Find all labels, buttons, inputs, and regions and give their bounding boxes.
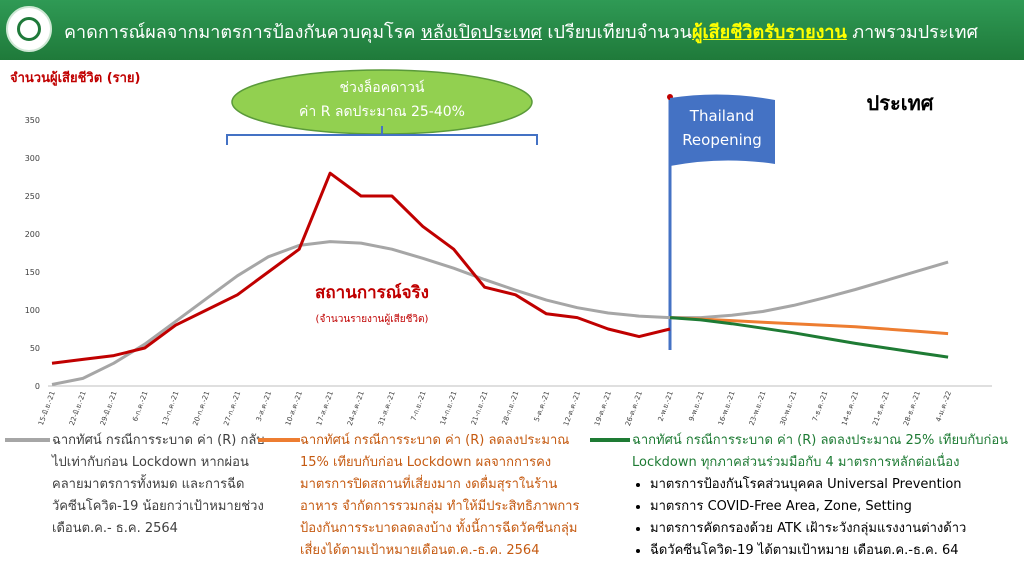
chart: จำนวนผู้เสียชีวิต (ราย) ประเทศ ช่วงล็อคด… [10,69,992,427]
legend-text: ฉากทัศน์ กรณีการระบาด ค่า (R) ลดลงประมาณ… [300,433,580,558]
flag-text: Thailand [689,107,754,125]
x-tick-label: 15-มิ.ย.-21 [37,390,57,427]
bullet: มาตรการ COVID-Free Area, Zone, Setting [650,496,1017,518]
actual-note: (จำนวนรายงานผู้เสียชีวิต) [316,313,429,325]
x-tick-label: 28-ก.ย.-21 [501,390,521,426]
y-tick-label: 0 [35,382,40,391]
title-part: หลังเปิดประเทศ [420,22,542,43]
x-tick-label: 27-ก.ค.-21 [222,390,242,427]
y-tick-label: 300 [25,154,40,163]
x-tick-label: 28-ธ.ค.-21 [902,390,922,427]
actual-label: สถานการณ์จริง [315,282,429,303]
x-tick-label: 10-ส.ค.-21 [284,390,304,427]
reopening-flag [670,94,775,166]
flag-text: Reopening [682,131,762,149]
x-tick-label: 6-ก.ค.-21 [131,390,149,423]
y-axis-label: จำนวนผู้เสียชีวิต (ราย) [10,70,140,86]
x-tick-label: 30-พ.ย.-21 [779,390,799,427]
legend-text: ฉากทัศน์ กรณีการระบาด ค่า (R) ลดลงประมาณ… [632,433,1009,470]
x-tick-label: 7-ก.ย.-21 [409,390,427,422]
x-tick-label: 14-ธ.ค.-21 [840,390,860,427]
x-tick-label: 23-พ.ย.-21 [748,390,768,427]
x-tick-label: 20-ก.ค.-21 [191,390,211,427]
series-line [51,240,949,386]
legend-entry: ฉากทัศน์ กรณีการระบาด ค่า (R) กลับไปเท่า… [52,430,272,540]
title-part: เปรียบเทียบจำนวน [547,22,692,43]
bullet-list: มาตรการป้องกันโรคส่วนบุคคล Universal Pre… [632,474,1017,562]
series-line [669,316,949,359]
x-tick-label: 21-ธ.ค.-21 [871,390,891,427]
x-tick-label: 12-ต.ค.-21 [562,390,582,427]
x-tick-label: 19-ต.ค.-21 [593,390,613,427]
bullet: มาตรการคัดกรองด้วย ATK เฝ้าระวังกลุ่มแรง… [650,518,1017,540]
legend-text: ฉากทัศน์ กรณีการระบาด ค่า (R) กลับไปเท่า… [52,433,265,536]
y-tick-label: 100 [25,306,40,315]
x-tick-label: 3-ส.ค.-21 [255,390,273,423]
x-tick-label: 24-ส.ค.-21 [346,390,366,427]
x-tick-label: 21-ก.ย.-21 [470,390,490,426]
x-tick-label: 13-ก.ค.-21 [161,390,181,427]
y-tick-label: 250 [25,192,40,201]
x-tick-label: 26-ต.ค.-21 [624,390,644,427]
lockdown-note: ช่วงล็อคดาวน์ [340,78,425,96]
title: คาดการณ์ผลจากมาตรการป้องกันควบคุมโรค หลัง… [64,17,978,46]
x-tick-label: 14-ก.ย.-21 [439,390,459,426]
x-tick-label: 16-พ.ย.-21 [717,390,737,427]
y-tick-label: 200 [25,230,40,239]
region-label: ประเทศ [867,91,935,115]
title-part: คาดการณ์ผลจากมาตรการป้องกันควบคุมโรค [64,22,416,43]
series-line [51,171,671,365]
y-tick-label: 50 [30,344,40,353]
x-tick-label: 29-มิ.ย.-21 [99,390,119,427]
x-tick-label: 7-ธ.ค.-21 [811,390,829,423]
legend-swatches [5,438,630,442]
x-tick-label: 22-มิ.ย.-21 [68,390,88,427]
title-part: ผู้เสียชีวิตรับรายงาน [691,22,847,43]
legend-entry: ฉากทัศน์ กรณีการระบาด ค่า (R) ลดลงประมาณ… [300,430,590,562]
x-tick-label: 17-ส.ค.-21 [315,390,335,427]
x-tick-label: 31-ส.ค.-21 [377,390,397,427]
lockdown-bracket [226,126,538,145]
header: คาดการณ์ผลจากมาตรการป้องกันควบคุมโรค หลัง… [0,0,1024,60]
y-tick-label: 350 [25,116,40,125]
x-tick-label: 9-พ.ย.-21 [687,390,705,422]
lockdown-note: ค่า R ลดประมาณ 25-40% [299,104,465,120]
legend-entry: ฉากทัศน์ กรณีการระบาด ค่า (R) ลดลงประมาณ… [632,430,1017,562]
bullet: ฉีดวัคซีนโควิด-19 ได้ตามเป้าหมาย เดือนต.… [650,540,1017,562]
y-tick-label: 150 [25,268,40,277]
x-tick-label: 2-พ.ย.-21 [657,390,675,422]
x-tick-label: 5-ต.ค.-21 [533,390,551,423]
bullet: มาตรการป้องกันโรคส่วนบุคคล Universal Pre… [650,474,1017,496]
series-line [669,316,949,336]
x-tick-label: 4-ม.ค.-22 [934,390,953,423]
title-part: ภาพรวมประเทศ [852,22,978,43]
logo [6,6,52,52]
